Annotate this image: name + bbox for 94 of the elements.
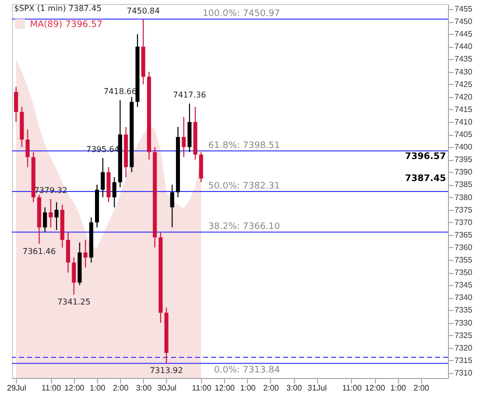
y-tick-label: 7320 — [454, 343, 473, 352]
candlestick — [118, 100, 122, 188]
y-tick-label: 7370 — [454, 218, 473, 227]
y-tick-label: 7395 — [454, 155, 473, 164]
x-tick-label: 1:00 — [240, 384, 256, 392]
y-tick-label: 7415 — [454, 104, 473, 114]
candlestick — [182, 116, 186, 158]
x-tick-label: 12:00 — [365, 384, 386, 392]
x-tick-label: 11:00 — [342, 384, 362, 392]
y-tick-label: 7405 — [454, 130, 473, 140]
y-tick-label: 7455 — [454, 4, 473, 14]
y-tick-label: 7345 — [454, 280, 473, 290]
ref-line-label: 0.0%: 7313.84 — [214, 365, 280, 376]
candlestick — [95, 184, 100, 228]
annotation: 7387.45 — [405, 174, 446, 184]
y-tick-label: 7390 — [454, 168, 473, 177]
candlestick — [26, 129, 30, 168]
ref-line-label: 50.0%: 7382.31 — [208, 181, 280, 192]
candlestick — [152, 146, 157, 248]
candlestick — [60, 204, 64, 248]
y-tick-label: 7340 — [454, 293, 473, 302]
candlestick — [72, 257, 76, 296]
candlestick — [112, 176, 116, 208]
candlestick — [83, 239, 88, 268]
annotation: 7396.57 — [405, 152, 446, 162]
candlestick — [20, 106, 24, 148]
candlestick — [130, 96, 134, 173]
candlestick — [170, 184, 174, 228]
candlestick — [164, 307, 168, 364]
y-tick-label: 7350 — [454, 268, 473, 278]
candlestick — [66, 232, 70, 274]
y-tick-label: 7380 — [454, 192, 473, 202]
y-tick-label: 7365 — [454, 230, 473, 240]
y-tick-label: 7410 — [454, 117, 473, 126]
candlestick — [42, 206, 47, 233]
candlestick — [147, 71, 152, 160]
y-tick-label: 7385 — [454, 180, 473, 190]
y-tick-label: 7430 — [454, 67, 473, 76]
candlestick — [100, 158, 105, 198]
x-tick-label: 11:00 — [192, 384, 212, 392]
ref-line-label: 100.0%: 7450.97 — [202, 9, 280, 20]
annotation: 7361.46 — [22, 246, 56, 256]
candlestick — [124, 126, 128, 178]
annotation: 7417.36 — [172, 90, 206, 100]
chart-title: $SPX (1 min) 7387.45 — [14, 4, 102, 13]
ref-line-label: 61.8%: 7398.51 — [208, 140, 280, 151]
candlestick — [158, 232, 163, 324]
x-tick-label: 12:00 — [214, 384, 236, 392]
y-tick-label: 7310 — [454, 368, 473, 378]
x-tick-label: 31Jul — [308, 384, 328, 392]
y-tick-label: 7435 — [454, 54, 473, 64]
y-tick-label: 7445 — [454, 30, 473, 39]
annotation: 7450.84 — [126, 6, 160, 16]
y-tick-label: 7325 — [454, 330, 473, 340]
y-tick-label: 7360 — [454, 242, 473, 252]
y-tick-label: 7335 — [454, 306, 473, 315]
x-tick-label: 2:00 — [112, 384, 129, 392]
y-tick-label: 7420 — [454, 92, 473, 102]
candlestick — [89, 216, 94, 264]
x-tick-label: 2:00 — [414, 384, 430, 392]
x-tick-label: 12:00 — [64, 384, 85, 392]
annotation: 7313.92 — [150, 366, 183, 376]
y-tick-label: 7330 — [454, 318, 473, 328]
x-tick-label: 3:00 — [286, 384, 302, 392]
x-tick-label: 1:00 — [390, 384, 407, 392]
candlestick — [176, 126, 180, 198]
candlestick — [188, 103, 192, 153]
y-tick-label: 7400 — [454, 142, 473, 152]
legend-label: MA(89) 7396.57 — [30, 20, 102, 30]
x-tick-label: 2:00 — [263, 384, 280, 392]
candlestick — [141, 18, 146, 85]
y-tick-label: 7450 — [454, 17, 473, 26]
x-tick-label: 1:00 — [90, 384, 106, 392]
x-tick-label: 30Jul — [157, 384, 177, 392]
candlestick — [135, 34, 140, 108]
candlestick — [106, 166, 111, 203]
candlestick — [54, 202, 59, 230]
x-tick-label: 29Jul — [6, 384, 26, 392]
y-tick-label: 7425 — [454, 80, 473, 89]
candlestick — [78, 242, 82, 286]
ref-line-label: 38.2%: 7366.10 — [208, 222, 280, 232]
y-tick-label: 7315 — [454, 356, 473, 365]
y-tick-label: 7355 — [454, 256, 473, 265]
x-tick-label: 11:00 — [42, 384, 62, 392]
candlestick — [14, 86, 18, 122]
annotation: 7341.25 — [57, 298, 90, 307]
candlestick — [37, 194, 42, 244]
candlestick — [193, 106, 198, 160]
x-tick-label: 3:00 — [136, 384, 152, 392]
y-tick-label: 7440 — [454, 42, 473, 52]
y-tick-label: 7375 — [454, 205, 473, 214]
candlestick — [199, 152, 204, 183]
candlestick — [48, 198, 53, 228]
candlestick — [31, 152, 36, 203]
